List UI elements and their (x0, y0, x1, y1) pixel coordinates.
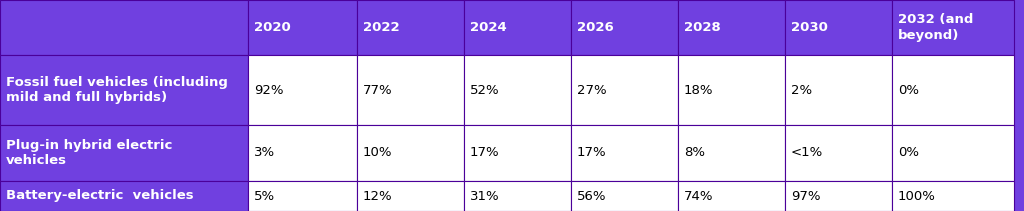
Text: 2%: 2% (791, 84, 812, 96)
Text: 10%: 10% (362, 146, 392, 160)
Bar (785, 0, 892, 55)
Text: Plug-in hybrid electric
vehicles: Plug-in hybrid electric vehicles (6, 139, 172, 167)
Bar (0, 181, 248, 211)
Text: 52%: 52% (470, 84, 500, 96)
Text: Battery-electric  vehicles: Battery-electric vehicles (6, 189, 194, 203)
Bar (892, 55, 1014, 125)
Text: Fossil fuel vehicles (including
mild and full hybrids): Fossil fuel vehicles (including mild and… (6, 76, 228, 104)
Text: 2028: 2028 (684, 21, 721, 34)
Text: 2022: 2022 (362, 21, 399, 34)
Bar (0, 125, 248, 181)
Text: 97%: 97% (791, 189, 820, 203)
Bar (892, 0, 1014, 55)
Text: 5%: 5% (254, 189, 275, 203)
Text: 92%: 92% (254, 84, 284, 96)
Bar (248, 181, 357, 211)
Text: 18%: 18% (684, 84, 714, 96)
Text: 3%: 3% (254, 146, 275, 160)
Bar (571, 125, 678, 181)
Text: 74%: 74% (684, 189, 714, 203)
Text: 0%: 0% (898, 146, 919, 160)
Text: 31%: 31% (470, 189, 500, 203)
Text: 17%: 17% (577, 146, 606, 160)
Bar (892, 181, 1014, 211)
Bar (678, 125, 785, 181)
Bar (785, 55, 892, 125)
Text: 77%: 77% (362, 84, 392, 96)
Bar (464, 125, 571, 181)
Bar (464, 55, 571, 125)
Bar (571, 0, 678, 55)
Text: 27%: 27% (577, 84, 606, 96)
Bar (0, 0, 248, 55)
Bar (248, 55, 357, 125)
Text: 56%: 56% (577, 189, 606, 203)
Bar (571, 181, 678, 211)
Bar (678, 55, 785, 125)
Bar (248, 0, 357, 55)
Text: 0%: 0% (898, 84, 919, 96)
Bar (248, 125, 357, 181)
Bar (785, 125, 892, 181)
Text: 2026: 2026 (577, 21, 613, 34)
Text: <1%: <1% (791, 146, 823, 160)
Bar (892, 125, 1014, 181)
Bar (357, 0, 464, 55)
Bar (571, 55, 678, 125)
Bar (464, 181, 571, 211)
Bar (678, 0, 785, 55)
Text: 2030: 2030 (791, 21, 827, 34)
Text: 17%: 17% (470, 146, 500, 160)
Bar (0, 55, 248, 125)
Text: 2020: 2020 (254, 21, 291, 34)
Bar (357, 125, 464, 181)
Bar (464, 0, 571, 55)
Bar (357, 55, 464, 125)
Text: 2032 (and
beyond): 2032 (and beyond) (898, 13, 974, 42)
Text: 12%: 12% (362, 189, 392, 203)
Text: 2024: 2024 (470, 21, 507, 34)
Text: 100%: 100% (898, 189, 936, 203)
Bar (785, 181, 892, 211)
Text: 8%: 8% (684, 146, 705, 160)
Bar (678, 181, 785, 211)
Bar (357, 181, 464, 211)
